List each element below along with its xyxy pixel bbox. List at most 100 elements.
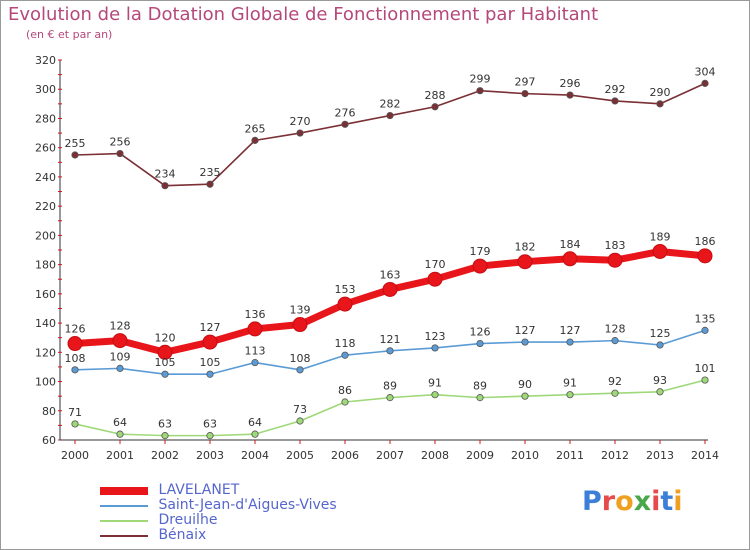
y-tick-label: 280 <box>35 112 56 125</box>
point-lavelanet <box>517 254 533 270</box>
data-label-benaix: 296 <box>560 77 581 90</box>
x-tick-label: 2006 <box>331 449 359 462</box>
y-tick-label: 60 <box>42 434 56 447</box>
legend-item-dreuilhe: Dreuilhe <box>100 513 337 528</box>
data-label-benaix: 256 <box>110 136 131 149</box>
y-tick-label: 120 <box>35 346 56 359</box>
data-label-lavelanet: 120 <box>155 331 176 344</box>
data-label-saint-jean: 128 <box>605 323 626 336</box>
data-label-lavelanet: 128 <box>110 320 131 333</box>
point-dreuilhe <box>251 430 259 438</box>
legend-item-lavelanet: LAVELANET <box>100 483 337 498</box>
point-benaix <box>386 111 394 120</box>
data-label-lavelanet: 183 <box>605 239 626 252</box>
point-saint-jean <box>701 326 709 334</box>
legend-item-benaix: Bénaix <box>100 528 337 543</box>
data-label-benaix: 265 <box>245 122 266 135</box>
point-benaix <box>566 91 574 99</box>
point-benaix <box>656 100 664 108</box>
data-labels: 71 64 63 63 64 73 86 89 91 89 90 91 92 93 101 108 109 105… <box>65 65 716 430</box>
point-dreuilhe <box>611 389 619 397</box>
axes: 60 80 100 120 140 160 180 200 220 240 260 280 300 320… <box>35 54 719 462</box>
data-label-benaix: 288 <box>425 89 446 102</box>
legend-swatch-benaix <box>100 534 148 537</box>
y-tick-label: 300 <box>35 83 56 96</box>
point-lavelanet <box>202 334 218 350</box>
y-tick-label: 80 <box>42 405 56 418</box>
data-label-saint-jean: 127 <box>560 324 581 337</box>
data-label-lavelanet: 163 <box>380 268 401 281</box>
x-tick-label: 2014 <box>691 449 719 462</box>
data-label-lavelanet: 189 <box>650 230 671 243</box>
x-tick-label: 2004 <box>241 449 269 462</box>
data-label-benaix: 299 <box>470 73 491 86</box>
point-lavelanet <box>607 252 623 268</box>
point-dreuilhe <box>296 417 304 425</box>
data-label-benaix: 290 <box>650 86 671 99</box>
y-tick-label: 160 <box>35 288 56 301</box>
point-lavelanet <box>562 251 578 267</box>
legend-item-saint-jean: Saint-Jean-d'Aigues-Vives <box>100 498 337 513</box>
point-benaix <box>611 97 619 105</box>
point-saint-jean <box>656 341 664 349</box>
data-label-saint-jean: 105 <box>155 356 176 369</box>
x-tick-label: 2010 <box>511 449 539 462</box>
data-label-dreuilhe: 89 <box>383 380 397 393</box>
data-label-saint-jean: 109 <box>110 350 131 363</box>
data-label-benaix: 304 <box>695 65 716 78</box>
point-dreuilhe <box>476 394 484 402</box>
data-label-dreuilhe: 89 <box>473 380 487 393</box>
data-label-benaix: 297 <box>515 76 536 89</box>
y-tick-label: 100 <box>35 376 56 389</box>
y-tick-label: 260 <box>35 142 56 155</box>
point-saint-jean <box>476 339 484 348</box>
point-benaix <box>701 79 709 87</box>
point-dreuilhe <box>566 391 574 399</box>
x-tick-label: 2007 <box>376 449 404 462</box>
data-label-dreuilhe: 64 <box>248 416 262 429</box>
chart-subtitle: (en € et par an) <box>26 28 113 41</box>
data-label-saint-jean: 113 <box>245 345 266 358</box>
data-label-saint-jean: 105 <box>200 356 221 369</box>
x-tick-label: 2005 <box>286 449 314 462</box>
data-label-saint-jean: 127 <box>515 324 536 337</box>
x-tick-label: 2001 <box>106 449 134 462</box>
point-saint-jean <box>251 358 259 367</box>
data-label-saint-jean: 125 <box>650 327 671 340</box>
data-label-dreuilhe: 73 <box>293 403 307 416</box>
y-tick-label: 320 <box>35 54 56 67</box>
data-label-lavelanet: 139 <box>290 304 311 317</box>
data-label-dreuilhe: 91 <box>563 377 577 390</box>
point-dreuilhe <box>341 398 349 406</box>
point-benaix <box>341 120 349 128</box>
point-dreuilhe <box>431 391 439 399</box>
point-dreuilhe <box>656 388 664 396</box>
legend-swatch-lavelanet <box>100 486 148 495</box>
point-saint-jean <box>116 364 124 372</box>
data-label-saint-jean: 135 <box>695 312 716 325</box>
y-tick-label: 220 <box>35 200 56 213</box>
data-label-lavelanet: 126 <box>65 323 86 336</box>
data-label-dreuilhe: 101 <box>695 362 716 375</box>
point-benaix <box>521 90 529 98</box>
y-tick-label: 180 <box>35 259 56 272</box>
data-label-saint-jean: 126 <box>470 326 491 339</box>
x-tick-label: 2011 <box>556 449 584 462</box>
data-label-dreuilhe: 92 <box>608 375 622 388</box>
point-saint-jean <box>611 337 619 345</box>
point-lavelanet <box>697 248 713 264</box>
point-lavelanet <box>292 317 308 333</box>
x-tick-label: 2008 <box>421 449 449 462</box>
point-saint-jean <box>431 344 439 352</box>
data-label-benaix: 234 <box>155 168 176 181</box>
legend-label-benaix: Bénaix <box>158 527 207 543</box>
point-saint-jean <box>206 370 214 378</box>
legend-label-dreuilhe: Dreuilhe <box>158 512 218 528</box>
data-label-lavelanet: 136 <box>245 308 266 321</box>
data-label-lavelanet: 184 <box>560 238 581 251</box>
point-lavelanet <box>112 333 128 349</box>
x-tick-label: 2013 <box>646 449 674 462</box>
point-dreuilhe <box>206 432 214 440</box>
